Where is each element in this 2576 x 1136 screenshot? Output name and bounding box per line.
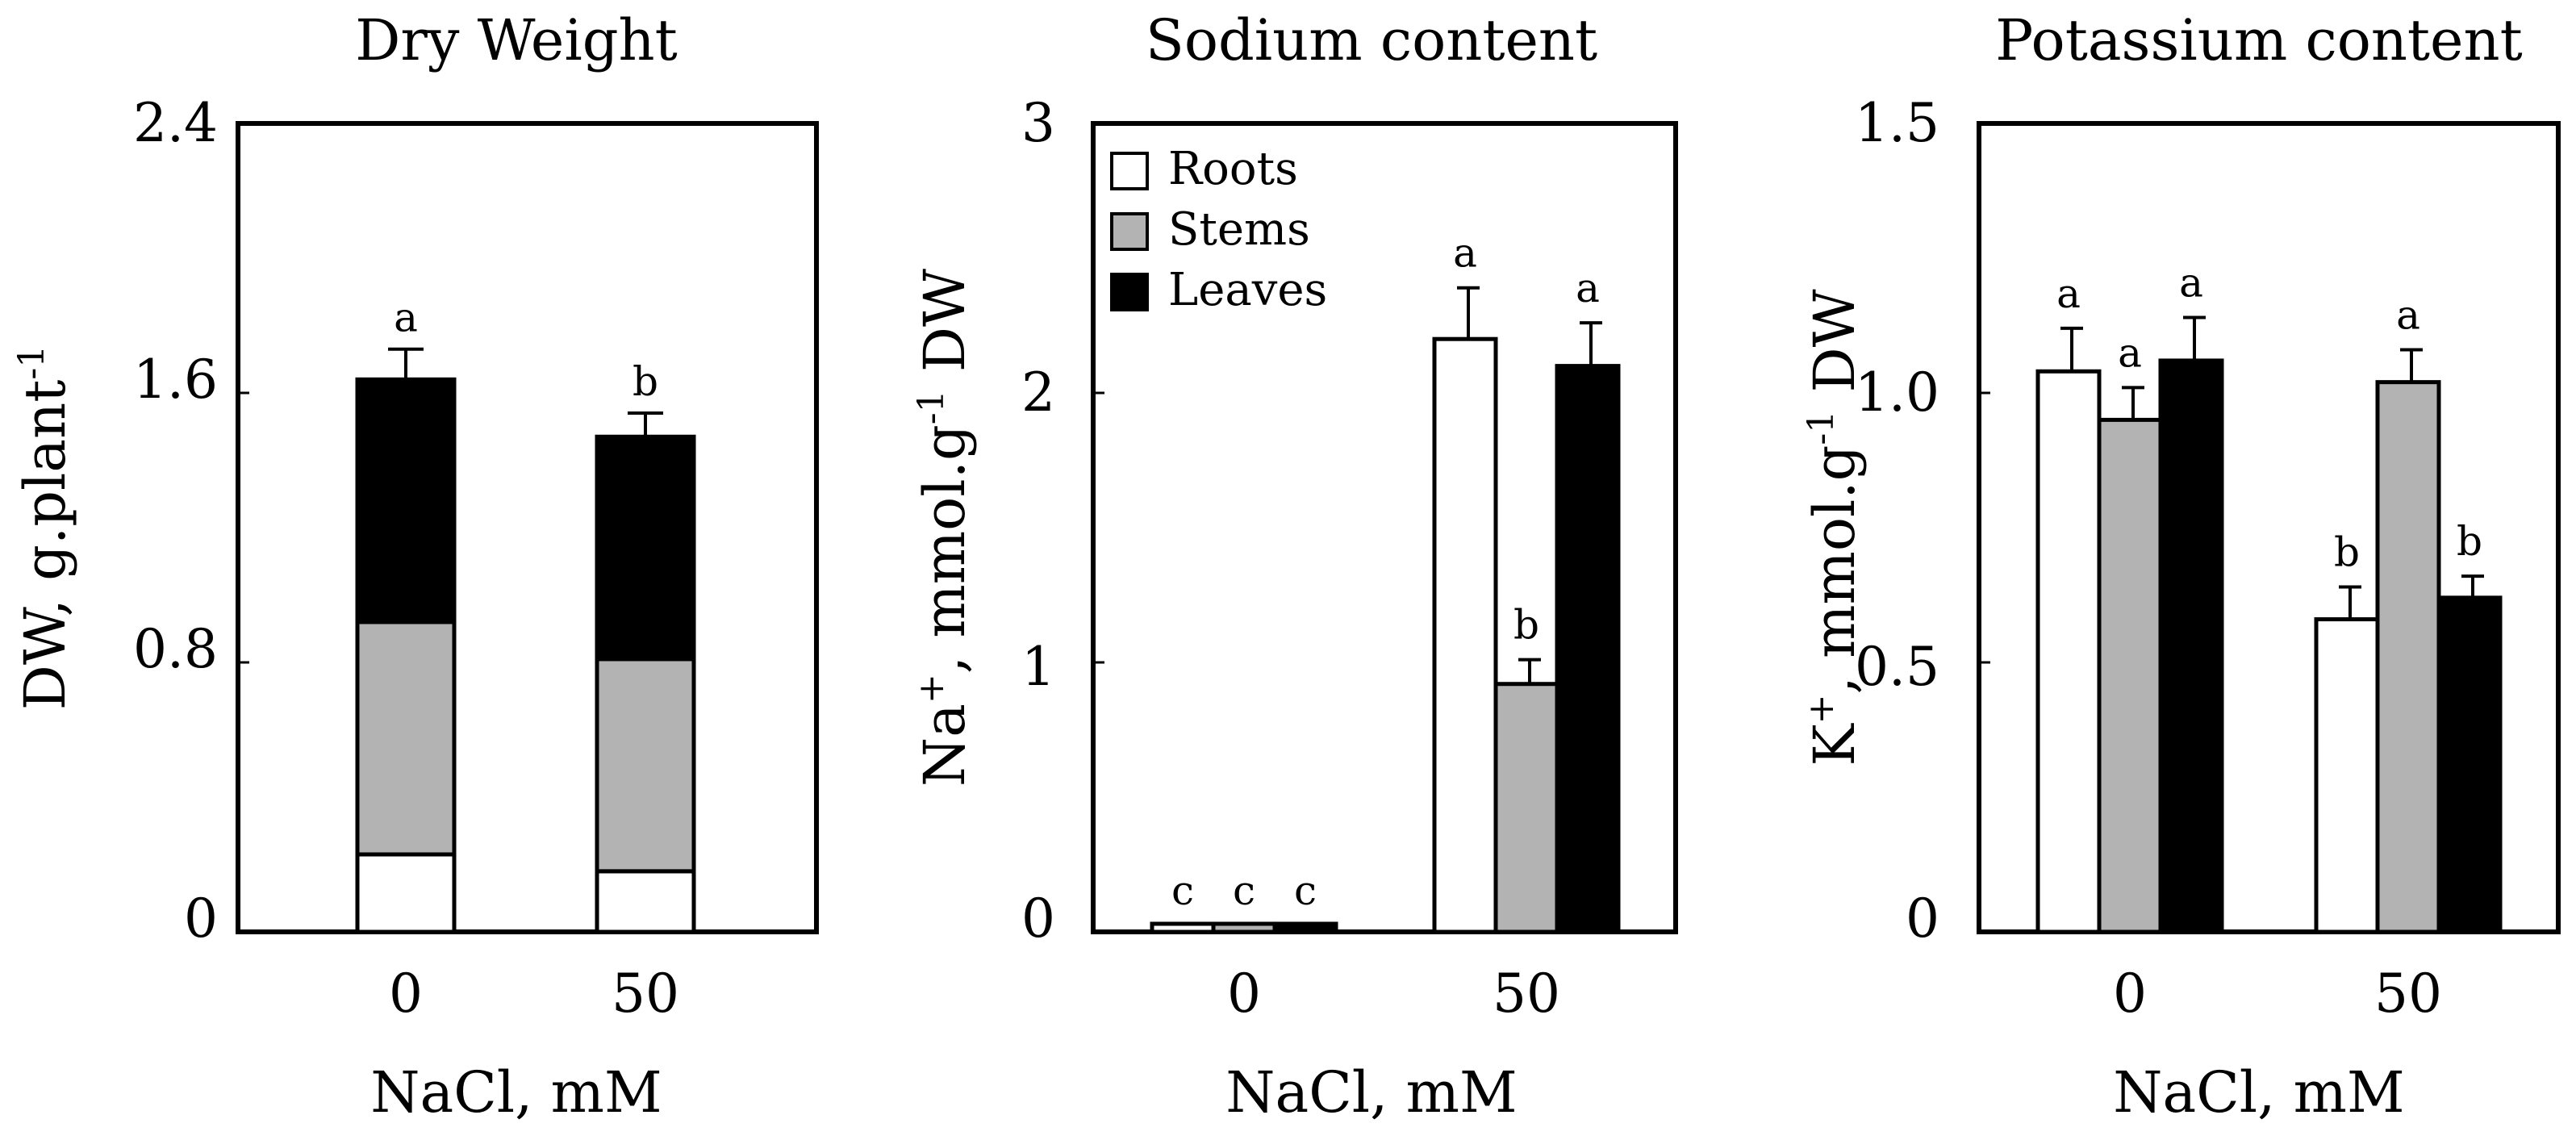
potassium-y-tick-labels: 0 0.5 1.0 1.5	[1855, 92, 1939, 950]
potassium-significance-label: b	[2457, 518, 2482, 565]
sodium-bar	[1211, 921, 1277, 934]
potassium-significance-label: a	[2396, 292, 2420, 339]
potassium-title: Potassium content	[1995, 7, 2522, 73]
dry-weight-y-tick-label: 2.4	[133, 92, 218, 154]
dry-weight-bars: ab	[238, 122, 696, 934]
sodium-bar	[1555, 364, 1621, 934]
sodium-bar	[1493, 682, 1559, 934]
dry-weight-bar-segment	[355, 620, 457, 857]
potassium-bar	[2375, 380, 2441, 934]
sodium-y-tick-label: 1	[1021, 636, 1055, 698]
potassium-plot-frame	[1977, 121, 2561, 934]
potassium-bar	[2035, 369, 2102, 934]
sodium-y-tick-labels: 0 1 2 3	[1021, 92, 1055, 950]
sodium-y-axis-label-ion: Na	[912, 704, 978, 787]
potassium-y-axis-label: K+, mmol.g-1 DW	[1801, 289, 1868, 766]
sodium-bar	[1150, 921, 1216, 934]
legend-swatch-stems	[1110, 212, 1149, 251]
legend: Roots Stems Leaves	[1110, 143, 1327, 316]
dry-weight-x-axis-label: NaCl, mM	[370, 1059, 662, 1126]
legend-label-roots: Roots	[1168, 143, 1298, 195]
sodium-x-tick-label: 50	[1493, 963, 1560, 1025]
dry-weight-bar-segment	[355, 377, 457, 624]
potassium-x-tick-label: 50	[2374, 963, 2442, 1025]
potassium-bar	[2436, 595, 2503, 934]
sodium-significance-label: b	[1513, 602, 1539, 649]
legend-label-leaves: Leaves	[1168, 264, 1327, 316]
sodium-x-axis-label: NaCl, mM	[1225, 1059, 1517, 1126]
potassium-y-axis-label-ion: K	[1802, 723, 1868, 766]
potassium-significance-label: a	[2179, 259, 2203, 306]
potassium-y-tick-label: 0.5	[1855, 636, 1939, 698]
dry-weight-y-axis-label: DW, g.plant-1	[11, 345, 78, 710]
dry-weight-x-tick-label: 0	[389, 963, 423, 1025]
sodium-plot-frame	[1091, 121, 1678, 934]
sodium-bar	[1272, 921, 1338, 934]
dry-weight-y-tick-labels: 0 0.8 1.6 2.4	[133, 92, 218, 950]
dry-weight-y-tick-label: 1.6	[133, 349, 218, 411]
dry-weight-x-tick-labels: 0 50	[389, 963, 679, 1025]
sodium-y-tick-label: 3	[1021, 92, 1055, 154]
sodium-significance-label: c	[1171, 867, 1194, 914]
sodium-significance-label: a	[1453, 230, 1477, 277]
potassium-significance-label: a	[2118, 329, 2142, 376]
legend-swatch-roots	[1110, 152, 1149, 190]
dry-weight-x-tick-label: 50	[612, 963, 679, 1025]
sodium-y-tick-label: 2	[1021, 361, 1055, 424]
sodium-title: Sodium content	[1146, 7, 1597, 73]
potassium-y-tick-label: 1.0	[1855, 361, 1939, 424]
sodium-significance-label: a	[1576, 265, 1600, 311]
potassium-bar	[2158, 358, 2224, 934]
potassium-x-axis-label: NaCl, mM	[2113, 1059, 2404, 1126]
potassium-significance-label: b	[2334, 528, 2360, 575]
sodium-significance-label: c	[1294, 867, 1317, 914]
sodium-bar	[1432, 336, 1498, 934]
dry-weight-y-tick-label: 0.8	[133, 618, 218, 680]
dry-weight-bar-segment	[595, 434, 696, 662]
potassium-y-tick-label: 0	[1906, 888, 1939, 950]
potassium-bar	[2097, 417, 2163, 934]
sodium-y-axis-label-charge: +	[911, 674, 952, 704]
dry-weight-title: Dry Weight	[355, 7, 677, 73]
dry-weight-bar-segment	[595, 869, 696, 934]
dry-weight-bar-segment	[355, 852, 457, 934]
dry-weight-panel: Dry Weight 0 0.8 1.6 2.4 0 50 NaCl, mM D…	[11, 7, 819, 1126]
potassium-x-tick-labels: 0 50	[2113, 963, 2442, 1025]
dry-weight-y-axis-label-main: DW, g.plant	[12, 380, 78, 711]
dry-weight-y-tick-label: 0	[184, 888, 218, 950]
potassium-y-tick-label: 1.5	[1855, 92, 1939, 154]
dry-weight-bar-segment	[595, 657, 696, 874]
sodium-panel: Sodium content 0 1 2 3 0 50 NaCl, mM Na+…	[911, 7, 1678, 1126]
sodium-y-axis-label: Na+, mmol.g-1 DW	[911, 269, 978, 787]
sodium-x-tick-labels: 0 50	[1227, 963, 1560, 1025]
potassium-y-axis-label-charge: +	[1801, 694, 1842, 724]
legend-label-stems: Stems	[1168, 203, 1310, 256]
sodium-x-tick-label: 0	[1227, 963, 1261, 1025]
potassium-y-axis-label-basis: DW	[1802, 289, 1868, 410]
sodium-y-axis-label-unit: , mmol.g	[912, 424, 978, 674]
potassium-panel: Potassium content 0 0.5 1.0 1.5 0 50 NaC…	[1801, 7, 2561, 1126]
sodium-y-axis-label-exponent: -1	[911, 390, 952, 424]
dry-weight-significance-label: b	[633, 358, 658, 405]
legend-swatch-leaves	[1110, 273, 1149, 311]
potassium-y-axis-label-unit: , mmol.g	[1802, 445, 1868, 695]
sodium-significance-label: c	[1233, 867, 1255, 914]
dry-weight-y-axis-label-superscript: -1	[11, 345, 52, 380]
dry-weight-plot-frame	[236, 121, 819, 934]
sodium-y-tick-label: 0	[1021, 888, 1055, 950]
potassium-y-axis-label-exponent: -1	[1801, 411, 1842, 445]
dry-weight-significance-label: a	[394, 294, 418, 341]
potassium-bar	[2314, 617, 2380, 934]
potassium-significance-label: a	[2056, 270, 2081, 317]
sodium-y-axis-label-basis: DW	[912, 269, 978, 390]
potassium-x-tick-label: 0	[2113, 963, 2147, 1025]
